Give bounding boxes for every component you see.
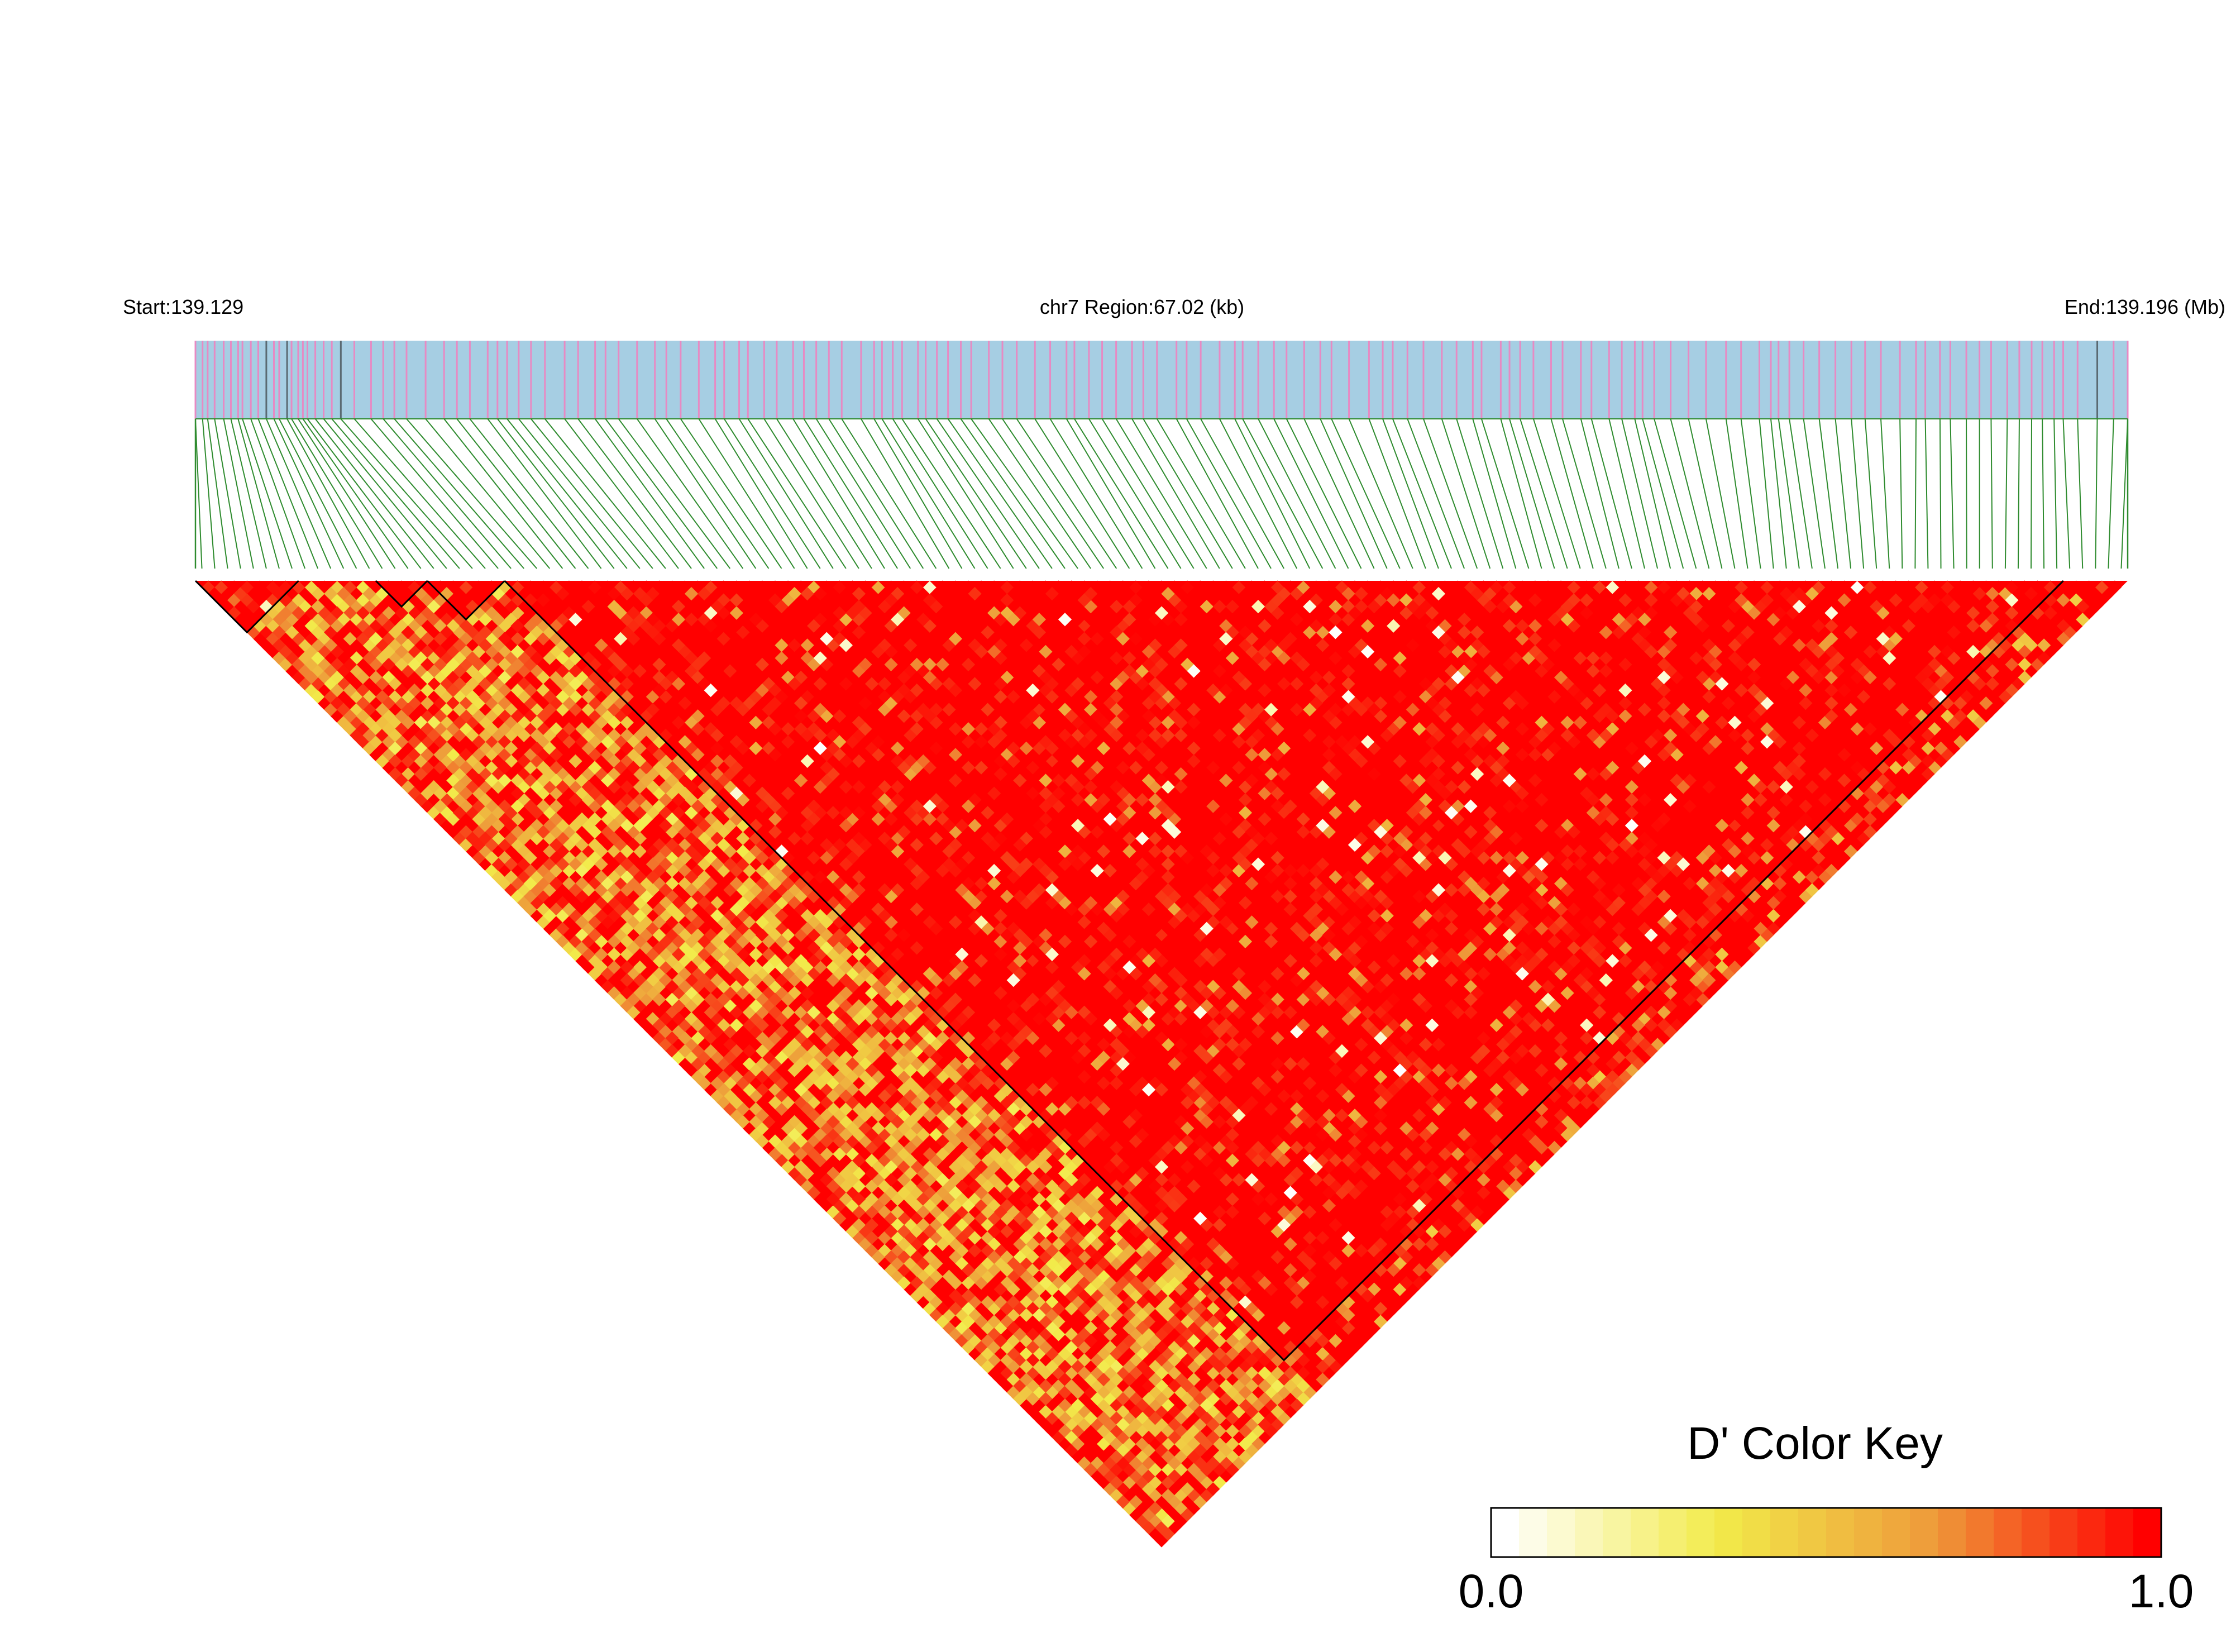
color-key-swatch: [1854, 1508, 1883, 1557]
color-key-swatch: [1882, 1508, 1910, 1557]
color-key-swatch: [1519, 1508, 1547, 1557]
color-key-swatch: [1798, 1508, 1827, 1557]
region-start-label: Start:139.129: [123, 295, 243, 318]
color-key-swatch: [1575, 1508, 1603, 1557]
color-key-swatch: [2133, 1508, 2162, 1557]
snp-connector: [1966, 419, 1967, 569]
color-key-swatch: [1966, 1508, 1994, 1557]
snp-connector: [2031, 419, 2032, 569]
color-key-title: D' Color Key: [1687, 1418, 1943, 1469]
region-size-label: chr7 Region:67.02 (kb): [1040, 295, 1244, 318]
color-key-swatch: [1938, 1508, 1966, 1557]
color-key-swatch: [1659, 1508, 1687, 1557]
color-key-swatch: [2077, 1508, 2106, 1557]
color-key-swatch: [1687, 1508, 1715, 1557]
color-key-max-label: 1.0: [2129, 1565, 2194, 1617]
color-key-swatch: [1910, 1508, 1938, 1557]
color-key-swatch: [2022, 1508, 2050, 1557]
color-key-swatch: [1491, 1508, 1520, 1557]
color-key-swatch: [1826, 1508, 1855, 1557]
color-key-swatch: [2105, 1508, 2134, 1557]
color-key-swatch: [1994, 1508, 2022, 1557]
gene-track-band: [195, 341, 2128, 419]
color-key-swatch: [1714, 1508, 1743, 1557]
gene-track: [195, 341, 2128, 419]
color-key-swatch: [1603, 1508, 1631, 1557]
color-key-gradient: [1491, 1508, 2162, 1557]
region-end-label: End:139.196 (Mb): [2065, 295, 2225, 318]
color-key-min-label: 0.0: [1459, 1565, 1524, 1617]
color-key-swatch: [1770, 1508, 1799, 1557]
color-key-swatch: [1742, 1508, 1771, 1557]
color-key-swatch: [1631, 1508, 1659, 1557]
color-key-swatch: [1547, 1508, 1575, 1557]
color-key-swatch: [2050, 1508, 2078, 1557]
